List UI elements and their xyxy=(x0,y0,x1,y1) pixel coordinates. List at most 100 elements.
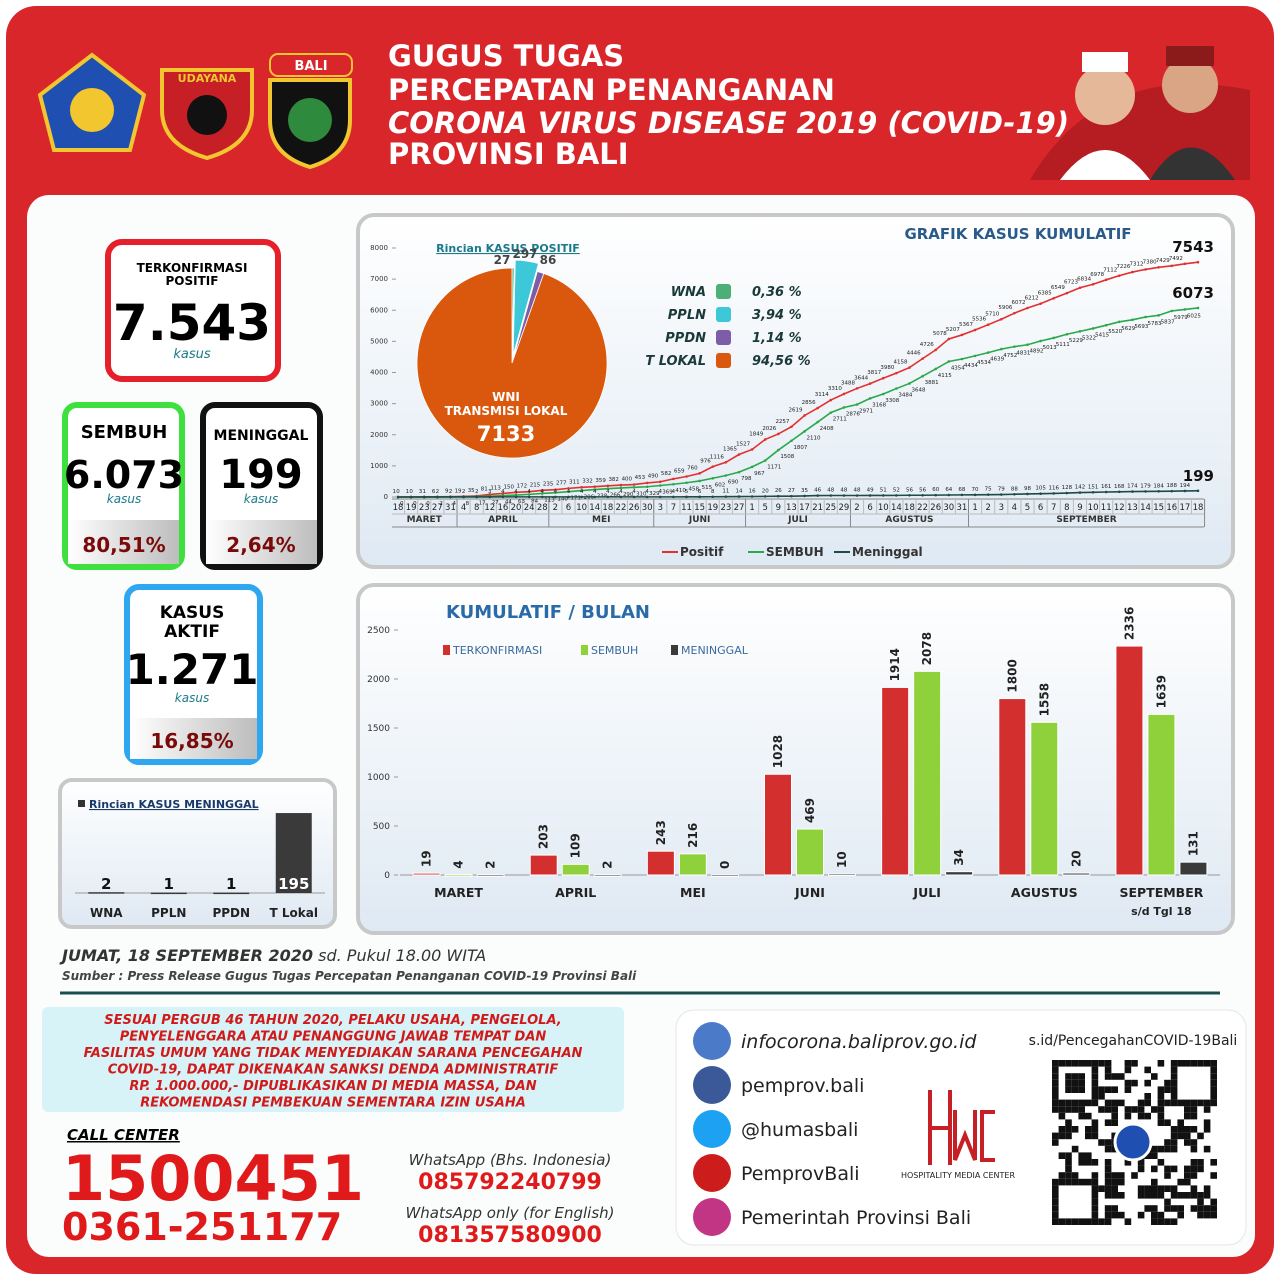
death-panel xyxy=(58,778,337,929)
qr-cell xyxy=(1203,1145,1211,1153)
bar xyxy=(444,874,473,877)
point xyxy=(842,392,846,396)
value-label: 16 xyxy=(749,489,756,495)
whatsapp-label: WhatsApp (Bhs. Indonesia) xyxy=(409,1151,612,1169)
value-label: 3817 xyxy=(867,370,881,376)
x-tick-label: 27 xyxy=(432,503,443,513)
x-tick-label: WNA xyxy=(90,906,123,920)
value-label: 2 xyxy=(462,489,466,495)
qr-cell xyxy=(1098,1086,1105,1093)
qr-cell xyxy=(1098,1106,1105,1113)
qr-cell xyxy=(1078,1073,1085,1080)
point xyxy=(934,348,938,352)
x-tick-label: 30 xyxy=(642,503,653,513)
value-label: 0 xyxy=(409,489,413,495)
value-label: 116 xyxy=(1048,485,1059,491)
x-tick-label: 22 xyxy=(917,503,928,513)
socials: infocorona.baliprov.go.id pemprov.bali @hu… xyxy=(693,1022,977,1236)
qr-cell xyxy=(1058,1112,1066,1120)
value-label: 1365 xyxy=(723,447,737,453)
value-label: 2336 xyxy=(1122,607,1136,640)
header-title: GUGUS TUGAS xyxy=(388,39,624,73)
point xyxy=(1039,302,1042,305)
point xyxy=(658,484,662,487)
qr-cell xyxy=(1071,1060,1079,1067)
notice-box xyxy=(42,1007,624,1112)
qr-cell xyxy=(1091,1073,1099,1080)
y-tick-label: 2000 xyxy=(370,431,388,439)
notice-line: PENYELENGGARA ATAU PENANGGUNG JAWAB TEMP… xyxy=(120,1030,547,1045)
logo-text: UDAYANA xyxy=(178,72,237,85)
qr-cell xyxy=(1164,1218,1171,1225)
qr-cell xyxy=(1065,1152,1072,1159)
value-label: 131 xyxy=(1186,831,1200,856)
point xyxy=(868,494,872,497)
value-label: 690 xyxy=(728,480,739,486)
qr-cell xyxy=(1065,1119,1072,1126)
qr-cell xyxy=(1197,1159,1204,1166)
qr-cell xyxy=(1184,1060,1191,1067)
value-label: 2619 xyxy=(789,407,803,413)
qr-cell xyxy=(1065,1132,1072,1140)
point xyxy=(1013,492,1016,496)
x-tick-label: 16 xyxy=(1166,503,1177,513)
qr-cell xyxy=(1104,1218,1112,1225)
value-label: 109 xyxy=(569,833,583,858)
y-tick-label: 1000 xyxy=(367,773,390,783)
legend-swatch xyxy=(671,645,678,655)
qr-cell xyxy=(1058,1132,1066,1140)
bar xyxy=(593,874,622,877)
x-tick-label: 7 xyxy=(1051,503,1056,513)
point xyxy=(1104,278,1108,282)
qr-cell xyxy=(1071,1178,1079,1186)
qr-cell xyxy=(1091,1192,1099,1199)
qr-cell xyxy=(1111,1192,1118,1199)
qr-cell xyxy=(1137,1192,1145,1199)
bar xyxy=(88,892,125,894)
qr-cell xyxy=(1052,1185,1059,1192)
x-tick-label: 18 xyxy=(904,503,915,513)
value-label: 5837 xyxy=(1161,319,1175,325)
value-label: 4 xyxy=(593,489,597,495)
qr-cell xyxy=(1151,1218,1158,1225)
value-label: 26 xyxy=(775,488,782,494)
slice-label: 27 xyxy=(494,253,511,267)
qr-cell xyxy=(1184,1172,1191,1179)
value-label: 4158 xyxy=(893,360,907,366)
value-label: 4831 xyxy=(1016,351,1030,357)
qr-cell xyxy=(1137,1159,1145,1166)
value-label: 277 xyxy=(556,480,567,486)
point xyxy=(921,374,924,378)
point xyxy=(672,495,675,499)
point xyxy=(1078,491,1082,494)
value-label: 1028 xyxy=(771,735,785,768)
point xyxy=(960,357,964,361)
value-label: 2971 xyxy=(859,409,873,415)
qr-code xyxy=(1047,1055,1220,1230)
x-tick-label: 20 xyxy=(511,503,522,513)
qr-cell xyxy=(1210,1066,1217,1074)
legend-label: SEMBUH xyxy=(591,644,638,657)
point xyxy=(540,495,544,499)
pie-title: Rincian KASUS POSITIF xyxy=(436,242,580,255)
bar xyxy=(150,892,187,895)
qr-cell xyxy=(1177,1178,1184,1186)
value-label: 10 xyxy=(835,851,849,868)
qr-cell xyxy=(1078,1086,1085,1093)
point xyxy=(842,406,846,409)
stat-label: TERKONFIRMASI xyxy=(137,261,248,275)
point xyxy=(1065,332,1069,336)
qr-cell xyxy=(1104,1145,1112,1153)
point xyxy=(462,495,465,499)
qr-cell xyxy=(1118,1192,1125,1199)
call-center-label: CALL CENTER xyxy=(67,1126,180,1144)
point xyxy=(711,476,715,480)
qr-cell xyxy=(1085,1132,1092,1140)
stat-value: 7.543 xyxy=(113,294,271,352)
x-tick-label: 24 xyxy=(524,503,535,513)
y-tick-label: 1000 xyxy=(370,462,388,470)
qr-cell xyxy=(1052,1205,1059,1212)
y-tick-label: 1500 xyxy=(367,724,390,734)
point xyxy=(986,493,990,496)
value-label: 49 xyxy=(867,487,874,493)
